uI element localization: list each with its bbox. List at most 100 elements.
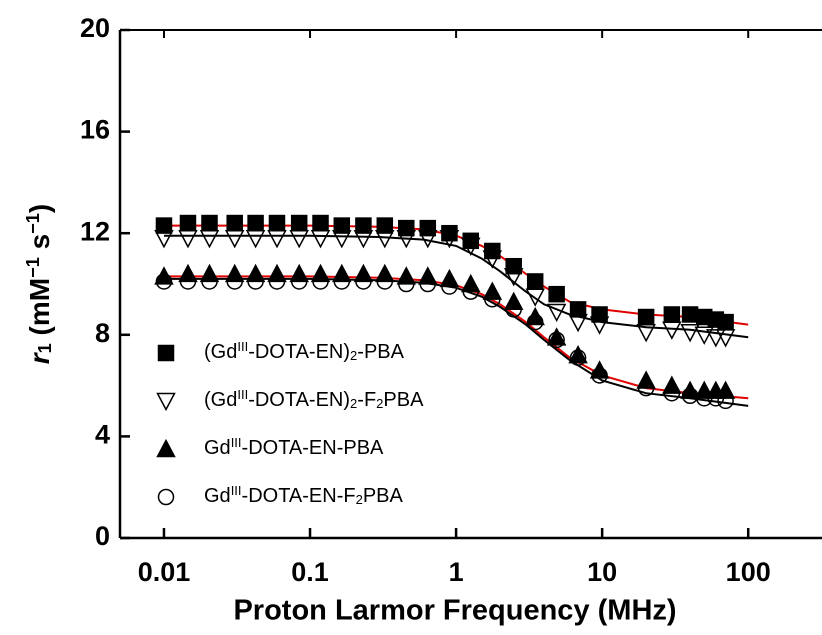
marker: [462, 283, 480, 300]
marker: [662, 321, 682, 340]
marker: [199, 230, 220, 249]
x-tick-label: 100: [726, 557, 771, 587]
marker: [546, 303, 567, 323]
marker: [484, 290, 501, 308]
x-tick-label: 1: [449, 557, 464, 587]
legend-marker: [156, 438, 176, 458]
marker: [717, 313, 734, 331]
marker: [375, 230, 395, 249]
marker: [201, 273, 218, 290]
y-axis-label: r1 (mM−1 s−1): [23, 204, 56, 365]
marker: [439, 230, 460, 249]
marker: [333, 217, 351, 234]
marker: [505, 301, 522, 318]
marker: [312, 273, 329, 290]
marker: [636, 324, 656, 343]
marker: [715, 329, 736, 348]
marker: [224, 230, 245, 249]
marker: [398, 219, 415, 237]
marker: [681, 306, 699, 323]
marker: [290, 214, 308, 232]
marker: [461, 237, 481, 256]
marker: [419, 275, 437, 293]
marker: [663, 306, 681, 323]
marker: [591, 367, 608, 384]
y-tick-label: 0: [95, 521, 110, 551]
marker: [526, 273, 544, 290]
marker: [482, 250, 503, 269]
marker: [353, 230, 374, 249]
marker: [332, 230, 352, 249]
marker: [312, 214, 329, 232]
marker: [503, 268, 524, 287]
marker: [589, 316, 610, 335]
marker: [333, 273, 351, 290]
marker: [680, 324, 700, 343]
legend-marker: [156, 392, 176, 412]
marker: [548, 331, 565, 349]
legend-label: GdIII-DOTA-EN-F2PBA: [204, 483, 404, 508]
marker: [505, 257, 522, 275]
marker: [201, 214, 218, 232]
marker: [695, 390, 713, 407]
marker: [568, 345, 588, 364]
x-tick-label: 10: [587, 557, 617, 587]
legend-label: (GdIII-DOTA-EN)2-PBA: [204, 339, 405, 364]
marker: [355, 273, 372, 290]
legend-label: (GdIII-DOTA-EN)2-F2PBA: [204, 387, 424, 412]
marker: [290, 273, 308, 290]
marker: [398, 275, 415, 293]
marker: [226, 273, 243, 290]
marker: [268, 273, 286, 290]
fit-line: [164, 275, 749, 400]
marker: [441, 278, 458, 295]
marker: [154, 230, 174, 249]
marker: [568, 313, 588, 333]
marker: [155, 273, 173, 290]
marker: [569, 349, 587, 366]
marker: [526, 313, 544, 331]
y-tick-label: 20: [80, 13, 110, 43]
y-tick-label: 8: [95, 318, 110, 348]
legend-marker: [157, 344, 175, 362]
marker: [637, 308, 655, 326]
x-tick-label: 0.01: [138, 557, 191, 587]
marker: [310, 230, 331, 249]
y-tick-label: 16: [80, 115, 110, 145]
marker: [707, 390, 725, 407]
marker: [179, 214, 197, 232]
marker: [355, 217, 372, 234]
marker: [226, 214, 243, 232]
legend-label: GdIII-DOTA-EN-PBA: [204, 435, 384, 460]
marker: [155, 217, 173, 234]
marker: [569, 301, 587, 318]
marker: [247, 273, 264, 290]
marker: [637, 379, 655, 397]
marker: [706, 329, 726, 348]
legend-marker: [157, 488, 175, 506]
marker: [694, 326, 714, 345]
marker: [418, 230, 438, 249]
x-axis-label: Proton Larmor Frequency (MHz): [233, 595, 676, 627]
marker: [289, 230, 309, 249]
x-tick-label: 0.1: [291, 557, 329, 587]
marker: [717, 392, 734, 410]
y-tick-label: 4: [95, 420, 110, 450]
marker: [376, 217, 394, 234]
marker: [268, 214, 286, 232]
marker: [546, 327, 567, 346]
marker: [267, 230, 287, 249]
marker: [247, 214, 264, 232]
marker: [663, 384, 681, 402]
marker: [419, 219, 437, 237]
y-tick-label: 12: [80, 216, 110, 246]
marker: [396, 230, 417, 249]
marker: [178, 230, 198, 249]
marker: [548, 285, 565, 303]
marker: [245, 230, 266, 249]
marker: [376, 273, 394, 290]
marker: [591, 306, 608, 323]
marker: [179, 273, 197, 290]
marker: [525, 288, 545, 307]
